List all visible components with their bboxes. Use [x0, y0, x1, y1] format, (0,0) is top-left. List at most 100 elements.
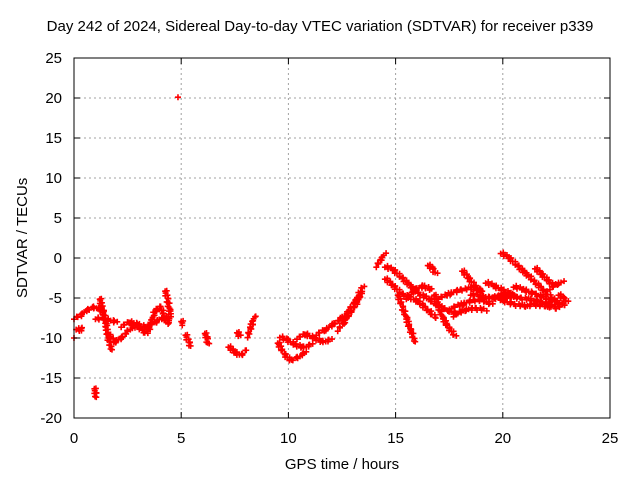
data-point-marker [489, 300, 496, 307]
data-point-marker [148, 321, 155, 328]
y-tick-label: 25 [45, 50, 62, 67]
data-point-marker [86, 306, 93, 313]
data-point-marker [98, 304, 105, 311]
y-tick-label: 0 [54, 250, 62, 267]
y-tick-label: 10 [45, 170, 62, 187]
chart-title: Day 242 of 2024, Sidereal Day-to-day VTE… [46, 18, 594, 35]
data-point-marker [407, 325, 414, 332]
data-point-marker [300, 349, 307, 356]
data-point-marker [438, 294, 445, 301]
data-markers [71, 94, 572, 401]
data-point-marker [74, 314, 81, 321]
data-point-marker [385, 265, 392, 272]
data-point-marker [383, 250, 390, 257]
data-point-marker [500, 253, 507, 260]
data-point-marker [78, 325, 85, 332]
data-point-marker [384, 279, 391, 286]
data-point-marker [252, 313, 259, 320]
data-point-marker [187, 342, 194, 349]
data-point-marker [565, 298, 572, 305]
data-point-marker [206, 340, 213, 347]
y-tick-label: -20 [40, 410, 62, 427]
data-point-marker [336, 323, 343, 330]
data-point-marker [485, 281, 492, 288]
data-point-marker [303, 348, 310, 355]
data-point-marker [554, 300, 561, 307]
data-point-marker [483, 307, 490, 314]
data-point-marker [153, 305, 160, 312]
data-point-marker [278, 347, 285, 354]
x-axis-ticks: 0 5 10 15 20 25 [70, 58, 618, 447]
data-point-marker [165, 320, 172, 327]
data-point-marker [405, 292, 412, 299]
data-point-marker [93, 394, 100, 401]
data-point-marker [297, 333, 304, 340]
data-point-marker [245, 329, 252, 336]
y-tick-label: 20 [45, 90, 62, 107]
data-point-marker [480, 305, 487, 312]
data-point-marker [441, 305, 448, 312]
data-point-marker [174, 94, 181, 101]
data-point-marker [416, 301, 423, 308]
x-tick-label: 0 [70, 430, 78, 447]
data-point-marker [179, 322, 186, 329]
y-axis-label-wrap: SDTVAR / TECUs [14, 118, 31, 298]
data-point-marker [374, 260, 381, 267]
y-tick-label: -10 [40, 330, 62, 347]
data-point-marker [243, 347, 250, 354]
data-point-marker [328, 336, 335, 343]
data-point-marker [410, 330, 417, 337]
data-point-marker [516, 266, 523, 273]
x-tick-label: 15 [387, 430, 404, 447]
data-point-marker [166, 315, 173, 322]
x-tick-label: 10 [280, 430, 297, 447]
data-point-marker [434, 270, 441, 277]
data-point-marker [119, 334, 126, 341]
data-point-marker [403, 296, 410, 303]
y-tick-label: 5 [54, 210, 62, 227]
data-point-marker [558, 279, 565, 286]
data-point-marker [289, 357, 296, 364]
data-point-marker [316, 329, 323, 336]
data-point-marker [345, 308, 352, 315]
data-point-marker [107, 346, 114, 353]
data-point-marker [451, 304, 458, 311]
data-point-marker [309, 340, 316, 347]
data-point-marker [549, 283, 556, 290]
data-point-marker [361, 283, 368, 290]
data-point-marker [410, 338, 417, 345]
data-point-marker [334, 328, 341, 335]
y-axis-ticks: -20 -15 -10 -5 0 5 10 15 20 25 [40, 50, 610, 427]
y-axis-label: SDTVAR / TECUs [14, 177, 31, 298]
data-point-marker [532, 281, 539, 288]
data-point-marker [531, 278, 538, 285]
data-point-marker [459, 287, 466, 294]
data-point-marker [529, 289, 536, 296]
data-point-marker [514, 285, 521, 292]
data-point-marker [453, 332, 460, 339]
data-point-marker [239, 350, 246, 357]
data-point-marker [347, 303, 354, 310]
x-tick-label: 5 [177, 430, 185, 447]
data-point-marker [331, 320, 338, 327]
data-point-marker [166, 300, 173, 307]
x-tick-label: 20 [494, 430, 511, 447]
data-point-marker [373, 264, 380, 271]
x-axis-label: GPS time / hours [284, 456, 400, 473]
data-point-marker [114, 318, 121, 325]
data-point-marker [143, 328, 150, 335]
data-point-marker [453, 311, 460, 318]
y-tick-label: 15 [45, 130, 62, 147]
data-point-marker [111, 317, 118, 324]
data-point-marker [415, 298, 422, 305]
data-point-marker [406, 322, 413, 329]
data-point-marker [432, 314, 439, 321]
grid-lines [74, 58, 610, 418]
data-point-marker [237, 332, 244, 339]
y-tick-label: -15 [40, 370, 62, 387]
plot-frame [73, 57, 611, 419]
data-point-marker [561, 278, 568, 285]
data-point-marker [507, 300, 514, 307]
data-point-marker [428, 285, 435, 292]
